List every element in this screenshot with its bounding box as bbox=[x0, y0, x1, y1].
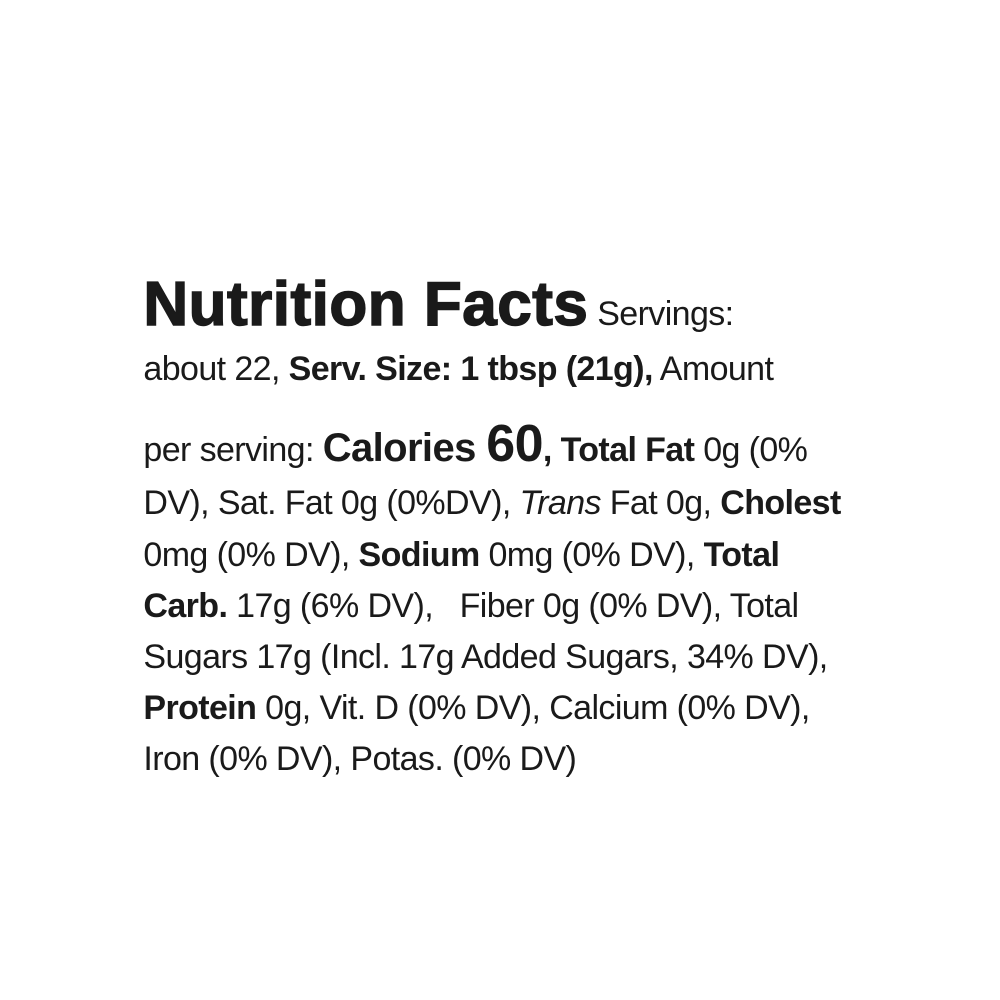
trans-label: Trans bbox=[519, 484, 602, 522]
total-fat-value: 0g (0% bbox=[694, 431, 808, 469]
cholesterol-label: Cholest bbox=[720, 484, 841, 522]
sodium-value: 0mg (0% DV), bbox=[479, 536, 704, 574]
servings-value: about 22, bbox=[143, 350, 289, 388]
label-line-3: per serving: Calories 60, Total Fat 0g (… bbox=[108, 384, 808, 504]
label-line-4: DV), Sat. Fat 0g (0%DV), Trans Fat 0g, C… bbox=[108, 452, 841, 554]
per-serving-label: per serving: bbox=[143, 431, 323, 469]
label-line-2: about 22, Serv. Size: 1 tbsp (21g), Amou… bbox=[108, 318, 774, 420]
label-line-9: Iron (0% DV), Potas. (0% DV) bbox=[108, 708, 576, 810]
sat-fat-text: DV), Sat. Fat 0g (0%DV), bbox=[143, 484, 520, 522]
label-line-6: Carb. 17g (6% DV), Fiber 0g (0% DV), Tot… bbox=[108, 555, 799, 657]
iron-potassium-text: Iron (0% DV), Potas. (0% DV) bbox=[143, 740, 577, 778]
total-carb-label-part2: Carb. bbox=[143, 587, 228, 625]
label-line-5: 0mg (0% DV), Sodium 0mg (0% DV), Total bbox=[108, 504, 780, 606]
trans-fat-text: Fat 0g, bbox=[600, 484, 721, 522]
protein-label: Protein bbox=[143, 689, 257, 727]
servings-label: Servings: bbox=[588, 295, 734, 333]
nutrition-facts-title: Nutrition Facts bbox=[143, 270, 589, 339]
sodium-label: Sodium bbox=[358, 536, 481, 574]
label-line-1: Nutrition Facts Servings: bbox=[108, 240, 734, 370]
calories-label: Calories bbox=[322, 426, 487, 470]
sugars-text: Sugars 17g (Incl. 17g Added Sugars, 34% … bbox=[143, 638, 828, 676]
carb-fiber-text: 17g (6% DV), Fiber 0g (0% DV), Total bbox=[227, 587, 799, 625]
serving-size: Serv. Size: 1 tbsp (21g), bbox=[288, 350, 654, 388]
protein-vitamins-text: 0g, Vit. D (0% DV), Calcium (0% DV), bbox=[256, 689, 810, 727]
cholesterol-value: 0mg (0% DV), bbox=[143, 536, 359, 574]
calories-value: 60 bbox=[486, 415, 543, 473]
label-line-8: Protein 0g, Vit. D (0% DV), Calcium (0% … bbox=[108, 657, 810, 759]
total-carb-label-part1: Total bbox=[703, 536, 780, 574]
amount-label: Amount bbox=[652, 350, 774, 388]
label-line-7: Sugars 17g (Incl. 17g Added Sugars, 34% … bbox=[108, 606, 828, 708]
total-fat-label: , Total Fat bbox=[542, 431, 695, 469]
